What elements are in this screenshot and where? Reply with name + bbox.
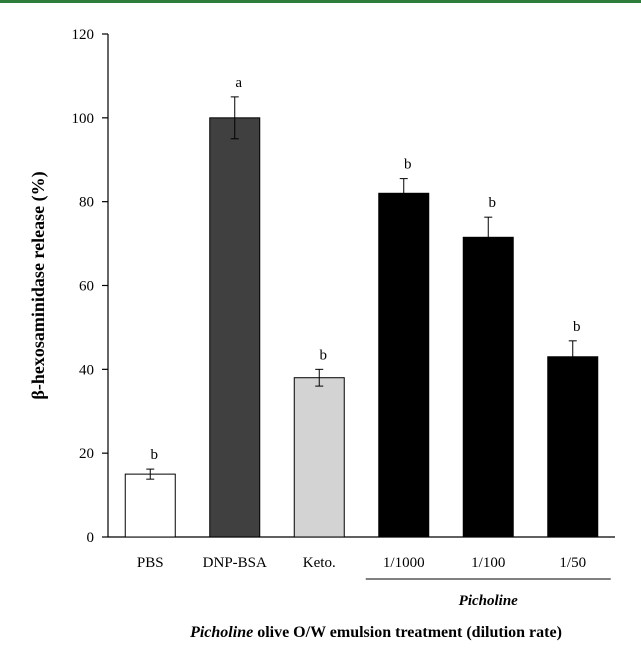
error-bar: [146, 468, 155, 480]
x-axis-label-italic: Picholine: [189, 624, 253, 641]
category-label: Keto.: [303, 555, 336, 571]
y-tick-label: 0: [87, 530, 95, 546]
category-label: 1/100: [471, 555, 505, 571]
y-tick-label: 60: [79, 279, 94, 295]
error-bar: [230, 96, 239, 140]
bar: [293, 377, 345, 538]
category-labels: PBS DNP-BSA Keto. 1/1000 1/100 1/50: [137, 555, 586, 571]
top-rule: [0, 0, 641, 3]
error-bar: [315, 368, 324, 387]
significance-label: b: [320, 347, 328, 363]
bar: [547, 356, 599, 538]
error-bar: [568, 340, 577, 374]
y-tick-label: 120: [72, 27, 95, 43]
significance-label: b: [404, 157, 412, 173]
y-tick-label: 80: [79, 195, 94, 211]
x-axis-label: Picholine olive O/W emulsion treatment (…: [189, 624, 562, 641]
error-bars: [146, 96, 577, 480]
significance-labels: b a b b b b: [151, 75, 581, 463]
category-label: PBS: [137, 555, 164, 571]
category-label: 1/50: [559, 555, 586, 571]
y-ticks: 0 20 40 60 80 100 120: [72, 27, 108, 546]
bar: [378, 192, 430, 538]
y-axis-label: β-hexosaminidase release (%): [28, 171, 49, 399]
y-tick-label: 100: [72, 111, 95, 127]
bar: [462, 236, 514, 538]
error-bar: [484, 216, 493, 258]
significance-label: a: [235, 75, 242, 91]
bar: [209, 117, 261, 538]
category-label: 1/1000: [383, 555, 425, 571]
significance-label: b: [573, 319, 581, 335]
category-label: DNP-BSA: [203, 555, 267, 571]
y-tick-label: 20: [79, 446, 94, 462]
group-label: Picholine: [459, 593, 519, 609]
axes: [107, 34, 615, 538]
error-bar: [399, 178, 408, 209]
x-axis-label-rest: olive O/W emulsion treatment (dilution r…: [253, 624, 562, 641]
bars: [124, 117, 599, 538]
significance-label: b: [489, 195, 497, 211]
significance-label: b: [151, 447, 159, 463]
y-tick-label: 40: [79, 362, 94, 378]
bar: [124, 473, 176, 538]
